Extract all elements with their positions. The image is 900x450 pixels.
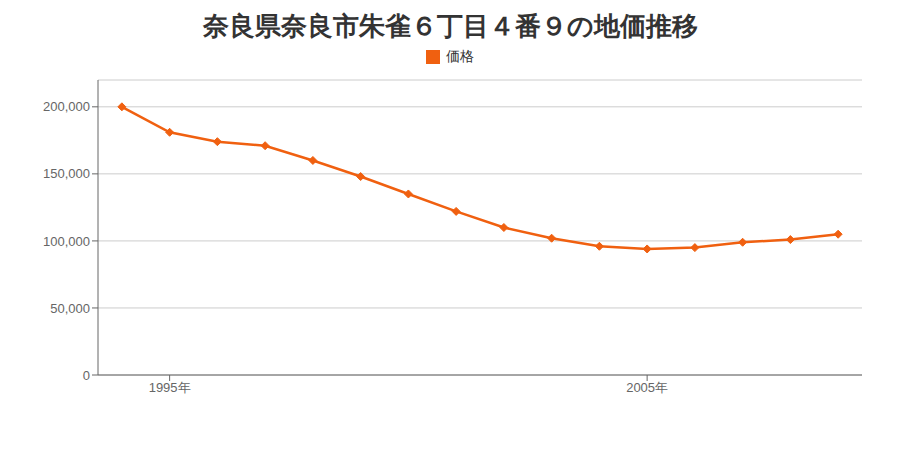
html-text:価格: 価格 bbox=[446, 48, 474, 64]
svg-text:2005年: 2005年 bbox=[626, 380, 668, 395]
svg-text:0: 0 bbox=[83, 368, 90, 383]
html-text:奈良県奈良市朱雀６丁目４番９の地価推移: 奈良県奈良市朱雀６丁目４番９の地価推移 bbox=[202, 11, 698, 41]
svg-text:50,000: 50,000 bbox=[50, 301, 90, 316]
svg-text:200,000: 200,000 bbox=[43, 99, 90, 114]
svg-text:100,000: 100,000 bbox=[43, 234, 90, 249]
svg-text:150,000: 150,000 bbox=[43, 166, 90, 181]
svg-text:1995年: 1995年 bbox=[149, 380, 191, 395]
